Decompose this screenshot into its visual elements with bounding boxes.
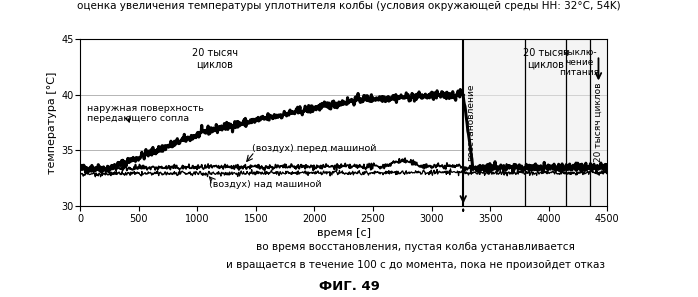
Text: наружная поверхность
передающего сопла: наружная поверхность передающего сопла: [87, 104, 204, 123]
Text: 20 тысяч циклов: 20 тысяч циклов: [594, 83, 603, 162]
Text: оценка увеличения температуры уплотнителя колбы (условия окружающей среды НН: 32: оценка увеличения температуры уплотнител…: [77, 1, 621, 12]
Y-axis label: температура [°C]: температура [°C]: [47, 71, 57, 174]
Text: (воздух) перед машиной: (воздух) перед машиной: [253, 144, 377, 153]
Text: (воздух) над машиной: (воздух) над машиной: [209, 180, 322, 189]
X-axis label: время [с]: время [с]: [317, 228, 371, 238]
Text: 20 тысяч
циклов: 20 тысяч циклов: [192, 48, 238, 69]
Text: восстановление: восстановление: [466, 84, 475, 161]
Text: во время восстановления, пустая колба устанавливается: во время восстановления, пустая колба ус…: [256, 242, 574, 252]
Text: 20 тысяч
циклов: 20 тысяч циклов: [523, 48, 569, 69]
Text: ФИГ. 49: ФИГ. 49: [318, 279, 380, 293]
Text: выклю-
чение
питания: выклю- чение питания: [559, 48, 599, 77]
Bar: [526, 39, 607, 206]
Bar: [463, 39, 526, 206]
Text: и вращается в течение 100 с до момента, пока не произойдет отказ: и вращается в течение 100 с до момента, …: [226, 260, 604, 270]
